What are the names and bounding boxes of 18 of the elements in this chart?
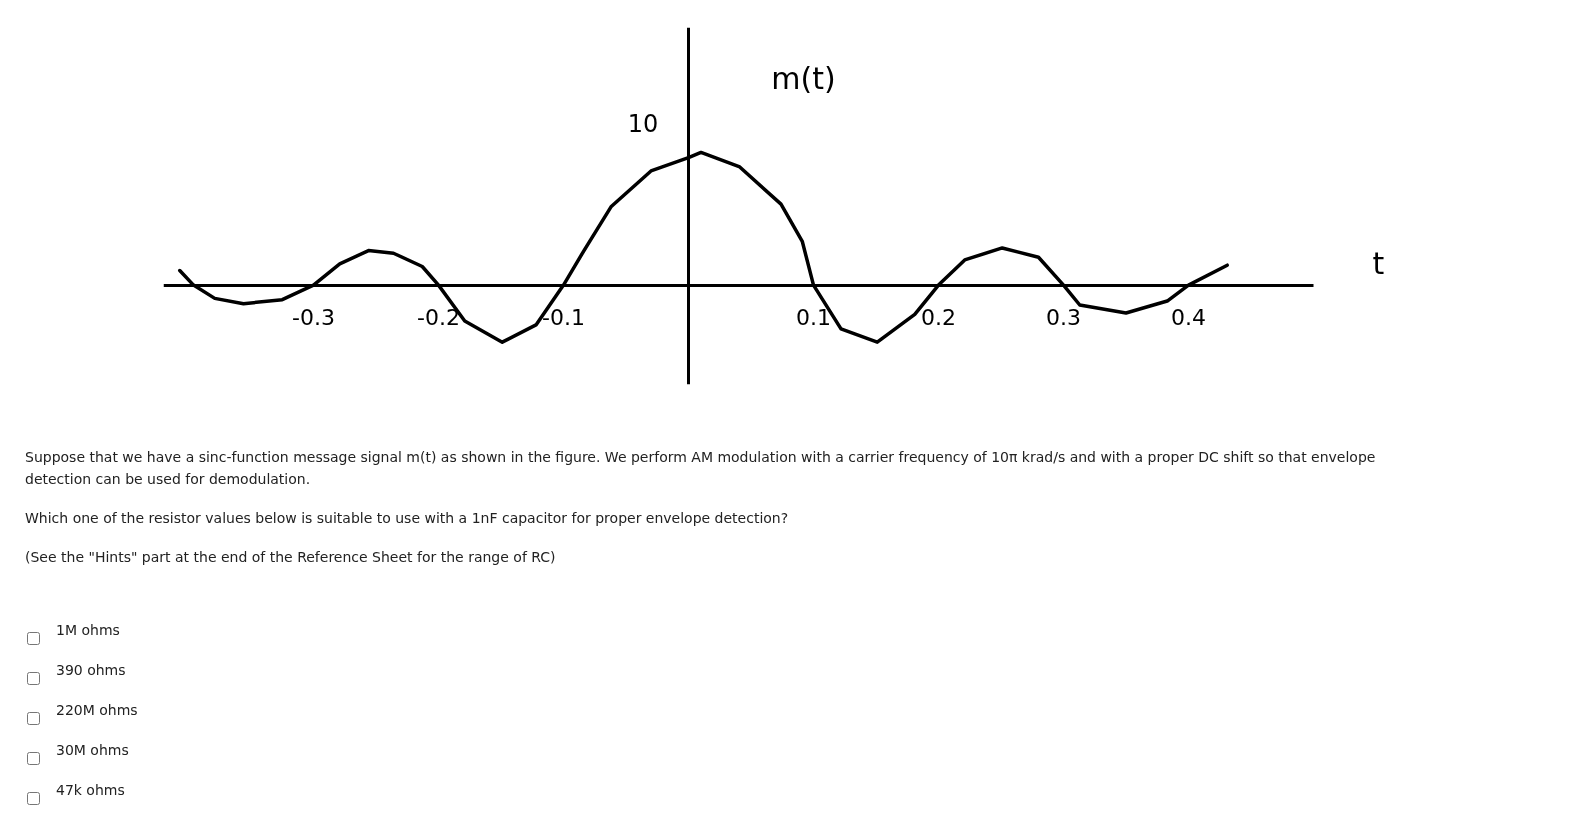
annotation: 10: [627, 110, 659, 139]
text: 220M ohms: [56, 701, 138, 719]
text: 390 ohms: [56, 661, 126, 679]
x-tick-label: -0.1: [542, 305, 585, 331]
x-tick-label: -0.3: [292, 305, 335, 331]
text: Suppose that we have a sinc-function message signal m(t) as shown in the figure. We perform AM modulation with a carrier frequency of 10π krad/s and with a proper DC shift so that envelope detection can be used for demodulation.: [25, 448, 1377, 489]
text: 47k ohms: [56, 781, 125, 799]
x-axis-title: t: [1372, 245, 1385, 281]
text: (See the "Hints" part at the end of the Reference Sheet for the range of RC): [25, 548, 557, 567]
text: Which one of the resistor values below is suitable to use with a 1nF capacitor for proper envelope detection?: [25, 509, 790, 528]
y-axis-title: m(t): [771, 61, 836, 96]
text: 1M ohms: [56, 621, 120, 639]
x-tick-label: 0.2: [921, 305, 957, 331]
x-tick-label: 0.4: [1171, 305, 1207, 331]
x-tick-label: -0.2: [417, 305, 460, 331]
text: 30M ohms: [56, 741, 129, 759]
x-tick-label: 0.1: [796, 305, 832, 331]
x-tick-label: 0.3: [1046, 305, 1082, 331]
